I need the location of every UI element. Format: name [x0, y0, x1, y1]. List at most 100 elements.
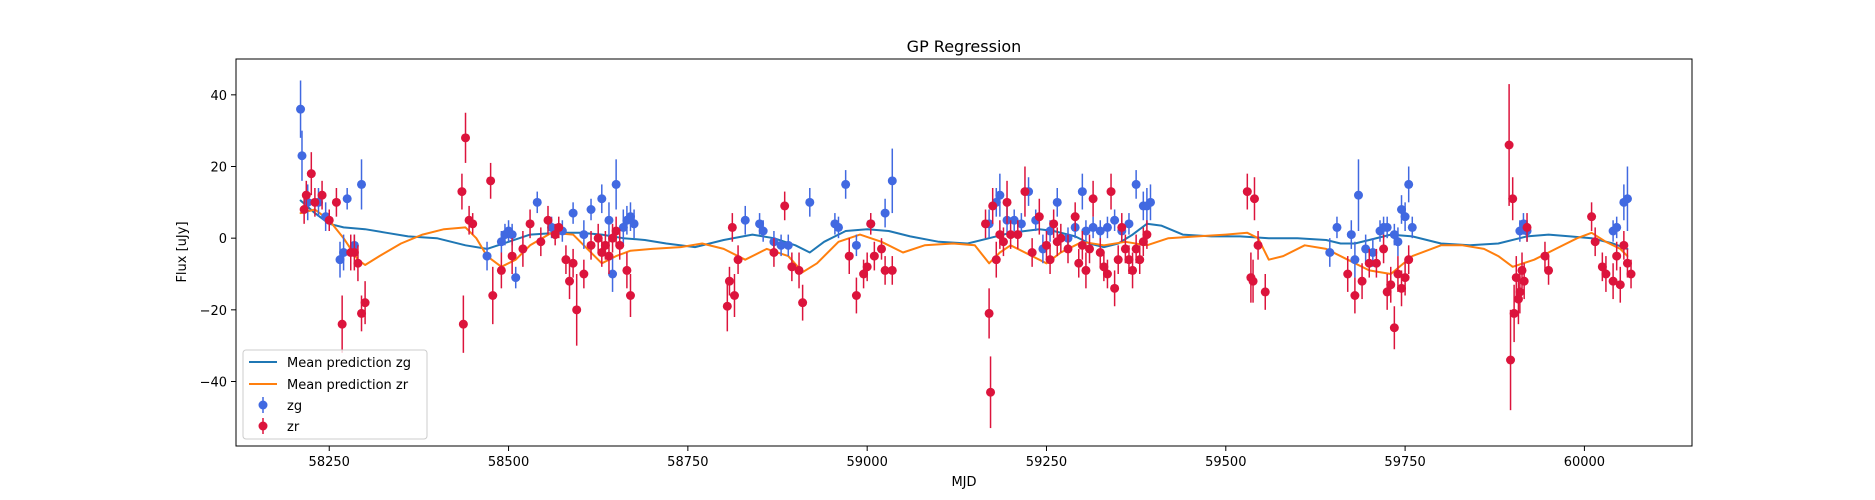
zr-point-18: [486, 176, 496, 186]
zr-point-46: [729, 291, 739, 300]
zr-point-61: [887, 265, 897, 275]
zg-point-74: [1361, 244, 1371, 254]
zr-point-66: [991, 255, 1001, 265]
zr-point-80: [1063, 244, 1073, 254]
zr-point-60: [880, 265, 890, 275]
zg-point-60: [1095, 226, 1105, 236]
zr-point-128: [1519, 276, 1529, 286]
zg-point-14: [507, 230, 517, 240]
zr-point-25: [543, 215, 553, 225]
zr-point-93: [1117, 222, 1127, 232]
zr-point-33: [586, 240, 596, 250]
zr-point-110: [1364, 258, 1374, 268]
y-axis: −40 −20 0 20 40: [200, 89, 236, 391]
zr-point-1: [301, 190, 311, 200]
zg-point-34: [776, 240, 786, 250]
zg-point-80: [1393, 237, 1403, 247]
zg-point-64: [1124, 219, 1134, 229]
zg-point-36: [805, 197, 815, 207]
zg-point-91: [1622, 194, 1632, 204]
zg-point-22: [597, 194, 607, 204]
zr-point-40: [615, 240, 625, 250]
zr-point-125: [1513, 294, 1523, 304]
zg-point-81: [1397, 205, 1407, 214]
zr-point-74: [1034, 212, 1044, 222]
legend-label-zr-points: zr: [287, 420, 300, 435]
y-tick-label: 0: [219, 232, 227, 247]
zg-point-70: [1332, 222, 1342, 232]
zr-point-92: [1113, 255, 1123, 265]
zr-point-34: [593, 233, 603, 243]
zg-point-48: [1009, 215, 1019, 225]
zr-point-85: [1085, 244, 1095, 254]
zr-point-123: [1509, 308, 1519, 318]
zr-point-63: [984, 308, 994, 318]
zg-point-6: [339, 248, 349, 257]
zg-point-10: [482, 251, 492, 261]
x-tick-label: 58500: [488, 455, 529, 470]
zr-point-27: [554, 222, 564, 232]
zr-point-15: [461, 133, 471, 143]
zr-point-37: [604, 251, 614, 261]
zg-point-79: [1389, 230, 1399, 240]
zg-point-49: [1016, 219, 1026, 229]
zr-point-49: [780, 201, 790, 211]
zr-point-113: [1382, 287, 1392, 297]
zr-point-70: [1006, 230, 1016, 240]
plot-frame: [235, 58, 1693, 447]
zg-point-53: [1045, 226, 1055, 236]
zg-point-16: [532, 197, 542, 207]
zg-point-82: [1400, 212, 1410, 222]
y-tick-label: 20: [210, 161, 227, 176]
zr-point-10: [353, 258, 363, 268]
zg-point-15: [511, 273, 521, 283]
zr-point-17: [468, 219, 478, 229]
zr-point-94: [1120, 244, 1130, 254]
zr-point-132: [1587, 212, 1597, 222]
zr-point-26: [550, 230, 560, 240]
zr-point-0: [299, 205, 309, 214]
zr-point-29: [565, 276, 575, 286]
zg-point-32: [758, 226, 768, 236]
zg-point-39: [841, 179, 851, 189]
legend-label-zr-line: Mean prediction zr: [287, 378, 409, 393]
zr-point-121: [1506, 355, 1516, 365]
zg-point-26: [618, 222, 628, 232]
zg-point-5: [335, 255, 345, 265]
zr-point-3: [310, 197, 320, 207]
zr-point-62: [981, 219, 991, 229]
zr-point-118: [1400, 273, 1410, 283]
zg-point-78: [1382, 222, 1392, 232]
zr-point-44: [724, 276, 734, 286]
zr-point-51: [794, 265, 804, 275]
legend-box: [242, 349, 428, 440]
zg-point-28: [625, 212, 635, 222]
zr-point-140: [1622, 258, 1632, 268]
zr-point-95: [1124, 255, 1134, 265]
zr-point-22: [518, 244, 528, 254]
zg-point-43: [887, 176, 897, 186]
legend: Mean prediction zg Mean prediction zr zg…: [242, 349, 428, 440]
zr-point-109: [1357, 276, 1367, 286]
zr-point-98: [1135, 255, 1145, 265]
zr-point-28: [561, 255, 571, 265]
zr-point-12: [360, 298, 370, 308]
zr-point-112: [1379, 244, 1389, 254]
zr-point-99: [1138, 237, 1148, 247]
zr-point-21: [507, 251, 517, 261]
zr-point-104: [1249, 194, 1259, 204]
zg-point-2: [303, 197, 313, 207]
zr-point-43: [722, 301, 732, 311]
zg-point-40: [851, 240, 861, 250]
zr-point-54: [851, 291, 861, 300]
chart-title: GP Regression: [907, 37, 1022, 56]
zr-point-106: [1260, 287, 1270, 297]
zr-point-39: [611, 226, 621, 236]
zr-point-115: [1389, 323, 1399, 333]
zg-point-84: [1407, 222, 1417, 232]
zr-point-141: [1626, 269, 1636, 279]
series-zr: [299, 84, 1636, 429]
zr-point-126: [1515, 287, 1525, 297]
zr-point-138: [1615, 280, 1625, 290]
